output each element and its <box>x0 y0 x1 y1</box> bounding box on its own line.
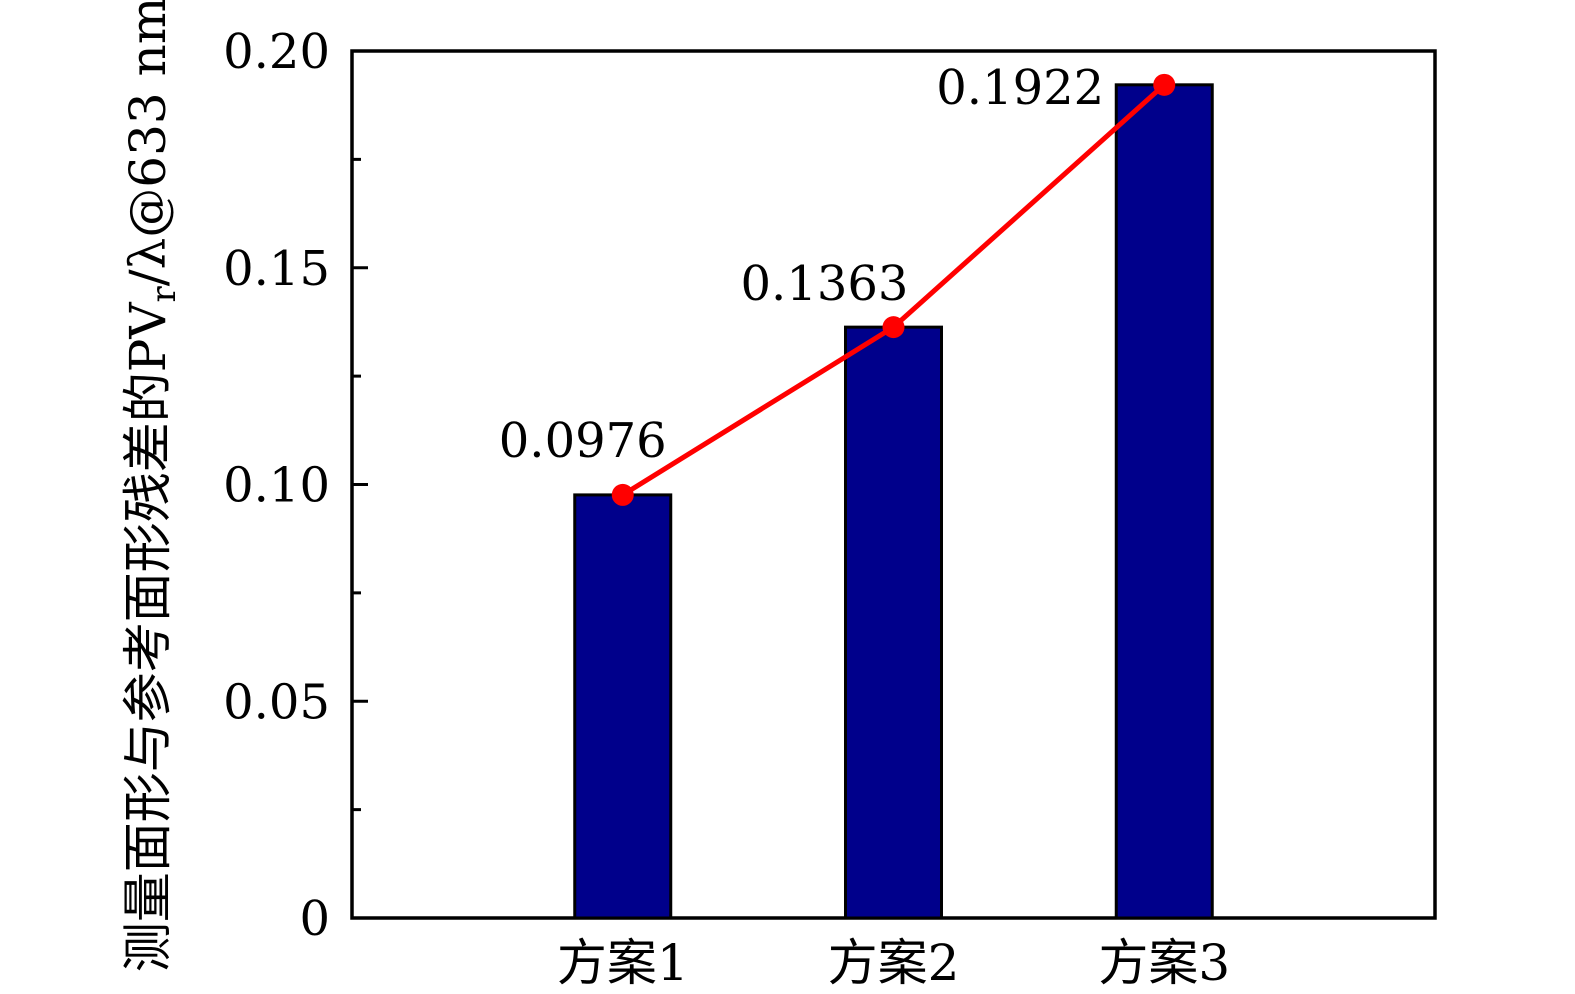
bar <box>844 325 943 920</box>
bar <box>1114 83 1214 920</box>
x-tick-label: 方案2 <box>828 934 960 992</box>
y-tick-label: 0 <box>299 891 330 947</box>
bar <box>573 493 673 920</box>
value-label: 0.1363 <box>741 256 909 312</box>
y-tick-label: 0.20 <box>223 24 330 80</box>
y-tick-label: 0.05 <box>223 674 330 730</box>
value-label: 0.0976 <box>499 413 667 469</box>
y-tick-label: 0.15 <box>223 241 330 297</box>
data-point-marker <box>1153 73 1176 96</box>
y-axis-label: 测量面形与参考面形残差的PVr/λ@633 nm <box>119 0 184 972</box>
data-point-marker <box>882 316 905 339</box>
value-label: 0.1922 <box>936 60 1104 116</box>
x-tick-label: 方案3 <box>1098 934 1230 992</box>
x-tick-label: 方案1 <box>557 934 689 992</box>
y-tick-label: 0.10 <box>223 458 330 514</box>
data-point-marker <box>611 483 634 506</box>
